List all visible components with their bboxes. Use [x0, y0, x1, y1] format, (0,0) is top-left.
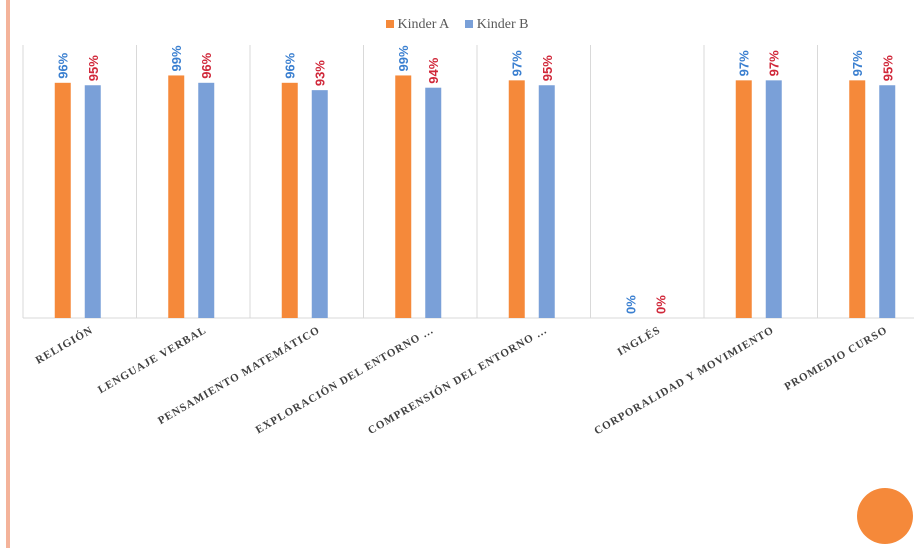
category-tick-label: RELIGIÓN	[34, 324, 96, 367]
legend-swatch-kinder-a	[385, 20, 394, 28]
legend-item-kinder-a: Kinder A	[385, 17, 450, 33]
data-label-kinder-b: 95%	[540, 55, 555, 81]
bar-kinder-b	[84, 85, 101, 318]
legend-item-kinder-b: Kinder B	[464, 17, 529, 33]
category-tick-label: EXPLORACIÓN DEL ENTORNO ...	[254, 324, 436, 436]
category-tick-label: PROMEDIO CURSO	[782, 324, 889, 393]
bar-kinder-a	[281, 82, 298, 318]
data-label-kinder-b: 97%	[767, 50, 782, 76]
legend-swatch-kinder-b	[464, 20, 473, 28]
slide-accent-rule	[6, 0, 10, 548]
data-label-kinder-a: 97%	[850, 50, 865, 76]
bar-kinder-b	[879, 85, 896, 318]
data-label-kinder-a: 97%	[510, 50, 525, 76]
legend-label-kinder-a: Kinder A	[397, 17, 450, 32]
bar-kinder-b	[311, 90, 328, 319]
bar-kinder-a	[168, 75, 185, 318]
data-label-kinder-b: 96%	[199, 52, 214, 78]
data-label-kinder-a: 99%	[396, 45, 411, 71]
bar-kinder-a	[508, 80, 525, 318]
bar-kinder-b	[538, 85, 555, 318]
bar-kinder-a	[849, 80, 866, 318]
data-label-kinder-b: 95%	[880, 55, 895, 81]
category-tick-label: COMPRENSIÓN DEL ENTORNO ...	[366, 324, 549, 437]
category-tick-label: LENGUAJE VERBAL	[96, 324, 209, 396]
data-label-kinder-a: 99%	[169, 45, 184, 71]
bar-kinder-b	[425, 87, 442, 318]
data-label-kinder-a: 96%	[56, 52, 71, 78]
data-label-kinder-b: 0%	[653, 295, 668, 314]
data-label-kinder-b: 94%	[426, 57, 441, 83]
data-label-kinder-a: 97%	[737, 50, 752, 76]
category-tick-label: CORPORALIDAD Y MOVIMIENTO	[592, 324, 776, 437]
bar-kinder-a	[395, 75, 412, 318]
data-label-kinder-b: 93%	[313, 60, 328, 86]
bar-kinder-b	[765, 80, 782, 318]
data-label-kinder-b: 95%	[86, 55, 101, 81]
data-label-kinder-a: 96%	[283, 52, 298, 78]
bar-kinder-a	[735, 80, 752, 318]
data-label-kinder-a: 0%	[623, 295, 638, 314]
legend-label-kinder-b: Kinder B	[476, 17, 529, 32]
bar-kinder-b	[198, 82, 215, 318]
category-tick-label: INGLÉS	[616, 324, 663, 358]
chart-legend: Kinder A Kinder B	[0, 17, 914, 33]
bar-kinder-a	[54, 82, 71, 318]
decorative-circle	[857, 488, 913, 544]
